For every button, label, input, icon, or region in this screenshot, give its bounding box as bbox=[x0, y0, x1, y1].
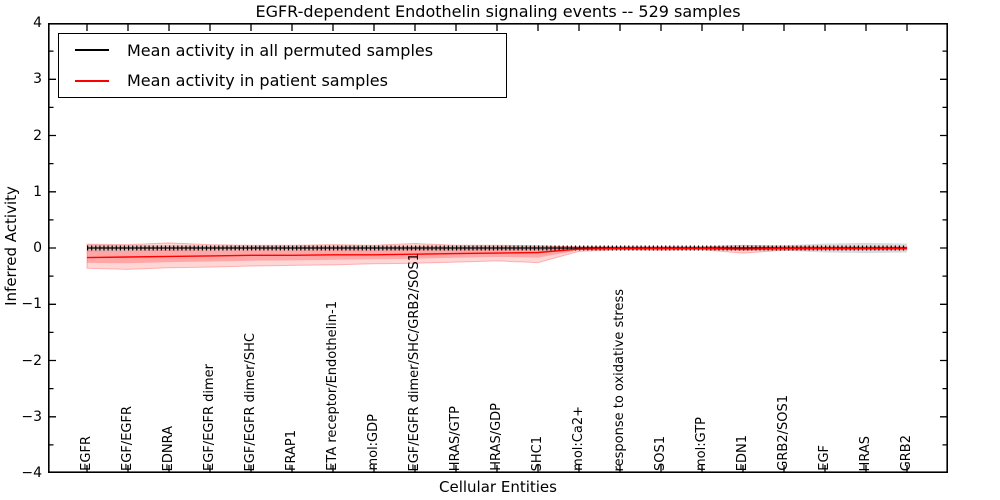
y-tick-label: 1 bbox=[33, 183, 42, 200]
y-tick-label: −3 bbox=[21, 408, 42, 425]
y-tick-label: 4 bbox=[33, 15, 42, 31]
y-tick-label: 2 bbox=[33, 127, 42, 144]
x-tick-label: EDN1 bbox=[735, 434, 750, 471]
x-tick-label: EGFR bbox=[79, 436, 94, 471]
x-tick-label: mol:Ca2+ bbox=[571, 406, 586, 471]
y-tick-label: −2 bbox=[21, 352, 42, 369]
x-tick-label: HRAS/GTP bbox=[448, 405, 463, 471]
x-tick-label: mol:GTP bbox=[694, 417, 709, 471]
x-tick-label: EGF/EGFR dimer bbox=[202, 364, 217, 471]
legend-line-patient-icon bbox=[75, 79, 109, 82]
x-tick-label: ETA receptor/Endothelin-1 bbox=[325, 301, 340, 471]
x-tick-label: SOS1 bbox=[653, 435, 668, 471]
patient-band-inner bbox=[87, 247, 907, 264]
y-tick-label: 3 bbox=[33, 71, 42, 88]
x-tick-label: HRAS/GDP bbox=[489, 403, 504, 471]
x-tick-label: HRAS bbox=[858, 435, 873, 471]
legend-entry-permuted: Mean activity in all permuted samples bbox=[59, 36, 506, 65]
x-tick-label: EGF/EGFR dimer/SHC/GRB2/SOS1 bbox=[407, 252, 422, 472]
chart-title: EGFR-dependent Endothelin signaling even… bbox=[255, 2, 741, 21]
patient-mean-line bbox=[86, 247, 907, 259]
axes-frame bbox=[48, 23, 949, 473]
legend-label-permuted: Mean activity in all permuted samples bbox=[127, 40, 434, 60]
x-axis-label: Cellular Entities bbox=[439, 478, 557, 496]
x-tick-label: response to oxidative stress bbox=[612, 288, 627, 471]
legend-line-permuted-icon bbox=[75, 49, 109, 52]
legend-label-patient: Mean activity in patient samples bbox=[127, 71, 388, 91]
y-tick-label: −1 bbox=[21, 296, 42, 313]
x-tick-label: EGF bbox=[817, 445, 832, 471]
x-tick-label: SHC1 bbox=[530, 435, 545, 471]
x-tick-label: GRB2 bbox=[899, 434, 914, 471]
x-tick-label: GRB2/SOS1 bbox=[776, 395, 791, 471]
y-tick-label: −4 bbox=[21, 465, 42, 481]
x-tick-label: FRAP1 bbox=[284, 430, 299, 471]
y-tick-label: 0 bbox=[33, 240, 42, 256]
legend: Mean activity in all permuted samples Me… bbox=[58, 33, 507, 98]
plot-area bbox=[48, 22, 949, 474]
legend-entry-patient: Mean activity in patient samples bbox=[59, 66, 506, 95]
x-tick-label: EGF/EGFR bbox=[120, 406, 135, 471]
chart-canvas bbox=[48, 22, 949, 474]
x-tick-label: mol:GDP bbox=[366, 414, 381, 471]
x-tick-label: EDNRA bbox=[161, 425, 176, 471]
x-tick-label: EGF/EGFR dimer/SHC bbox=[243, 332, 258, 471]
